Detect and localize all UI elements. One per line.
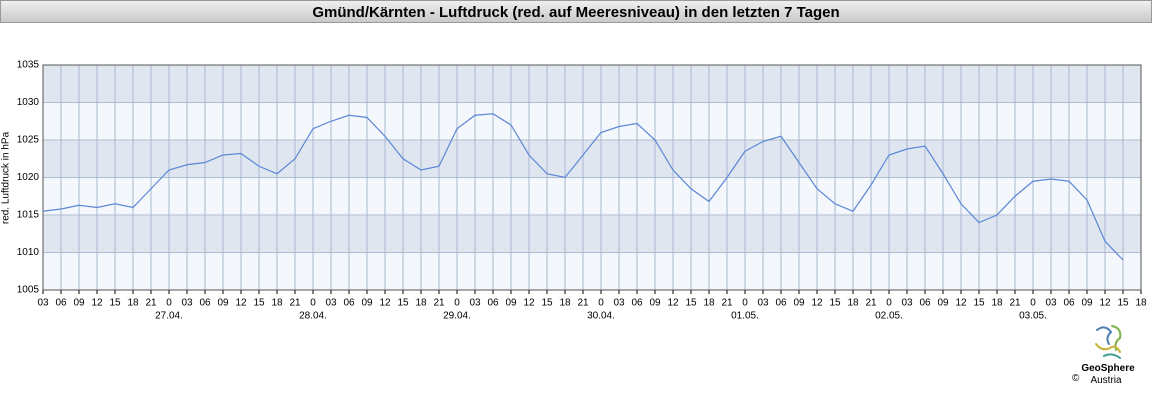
x-tick-label: 06 [487, 298, 499, 309]
copyright: © [1072, 373, 1080, 384]
x-tick-label: 18 [271, 298, 283, 309]
x-tick-label: 12 [1099, 298, 1111, 309]
x-tick-label: 03 [1045, 298, 1057, 309]
x-tick-label: 0 [742, 298, 748, 309]
x-tick-label: 0 [454, 298, 460, 309]
x-tick-label: 21 [721, 298, 733, 309]
x-tick-label: 18 [559, 298, 571, 309]
logo: GeoSphere Austria © [1072, 325, 1135, 386]
x-tick-label: 09 [793, 298, 805, 309]
y-tick-label: 1035 [17, 60, 40, 71]
grid-band [43, 140, 1141, 178]
x-tick-label: 06 [199, 298, 211, 309]
x-tick-label: 09 [649, 298, 661, 309]
x-tick-label: 06 [343, 298, 355, 309]
x-tick-label: 0 [166, 298, 172, 309]
x-tick-label: 0 [310, 298, 316, 309]
x-tick-label: 15 [109, 298, 121, 309]
x-tick-label: 09 [1081, 298, 1093, 309]
x-tick-label: 0 [598, 298, 604, 309]
x-tick-label: 21 [1009, 298, 1021, 309]
y-tick-label: 1025 [17, 135, 40, 146]
date-label: 01.05. [731, 311, 759, 322]
x-tick-label: 03 [901, 298, 913, 309]
x-tick-label: 12 [667, 298, 679, 309]
plot-frame [42, 64, 1142, 291]
x-tick-label: 09 [937, 298, 949, 309]
x-tick-label: 09 [73, 298, 85, 309]
y-tick-label: 1015 [17, 210, 40, 221]
grid-band [43, 65, 1141, 103]
grid-band [43, 215, 1141, 253]
x-tick-label: 06 [55, 298, 67, 309]
x-tick-label: 09 [217, 298, 229, 309]
x-tick-label: 15 [541, 298, 553, 309]
x-tick-label: 06 [919, 298, 931, 309]
chart-title: Gmünd/Kärnten - Luftdruck (red. auf Meer… [312, 4, 839, 21]
x-tick-label: 06 [775, 298, 787, 309]
x-tick-label: 12 [955, 298, 967, 309]
x-tick-label: 21 [865, 298, 877, 309]
x-tick-label: 12 [523, 298, 535, 309]
x-tick-label: 18 [415, 298, 427, 309]
x-tick-label: 15 [397, 298, 409, 309]
x-tick-label: 12 [235, 298, 247, 309]
logo-sub: Austria [1090, 375, 1122, 386]
x-tick-label: 21 [289, 298, 301, 309]
y-axis-label: red. Luftdruck in hPa [1, 131, 12, 224]
x-tick-label: 03 [181, 298, 193, 309]
x-tick-label: 15 [829, 298, 841, 309]
y-tick-label: 1010 [17, 247, 40, 258]
x-tick-label: 12 [91, 298, 103, 309]
x-tick-label: 21 [433, 298, 445, 309]
x-tick-label: 15 [973, 298, 985, 309]
x-tick-label: 09 [361, 298, 373, 309]
x-tick-label: 0 [886, 298, 892, 309]
x-tick-label: 15 [253, 298, 265, 309]
data-line [42, 113, 1124, 261]
x-tick-label: 0 [1030, 298, 1036, 309]
x-tick-label: 09 [505, 298, 517, 309]
x-tick-label: 21 [145, 298, 157, 309]
logo-name: GeoSphere [1081, 363, 1135, 374]
x-tick-label: 12 [379, 298, 391, 309]
date-label: 29.04. [443, 311, 471, 322]
x-tick-label: 12 [811, 298, 823, 309]
date-label: 30.04. [587, 311, 615, 322]
x-tick-label: 03 [469, 298, 481, 309]
x-tick-label: 03 [37, 298, 49, 309]
date-label: 02.05. [875, 311, 903, 322]
x-tick-label: 15 [1117, 298, 1129, 309]
x-tick-label: 15 [685, 298, 697, 309]
x-tick-label: 03 [757, 298, 769, 309]
x-tick-label: 06 [631, 298, 643, 309]
date-label: 03.05. [1019, 311, 1047, 322]
x-tick-label: 18 [1135, 298, 1147, 309]
x-tick-label: 18 [847, 298, 859, 309]
date-label: 28.04. [299, 311, 327, 322]
x-tick-label: 03 [325, 298, 337, 309]
y-tick-label: 1030 [17, 97, 40, 108]
x-tick-label: 03 [613, 298, 625, 309]
x-tick-label: 21 [577, 298, 589, 309]
x-tick-label: 18 [703, 298, 715, 309]
date-label: 27.04. [155, 311, 183, 322]
x-tick-label: 18 [127, 298, 139, 309]
x-tick-label: 18 [991, 298, 1003, 309]
x-tick-label: 06 [1063, 298, 1075, 309]
y-tick-label: 1020 [17, 172, 40, 183]
y-tick-label: 1005 [17, 285, 40, 296]
